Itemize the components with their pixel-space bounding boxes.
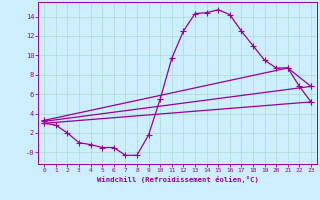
X-axis label: Windchill (Refroidissement éolien,°C): Windchill (Refroidissement éolien,°C): [97, 176, 259, 183]
